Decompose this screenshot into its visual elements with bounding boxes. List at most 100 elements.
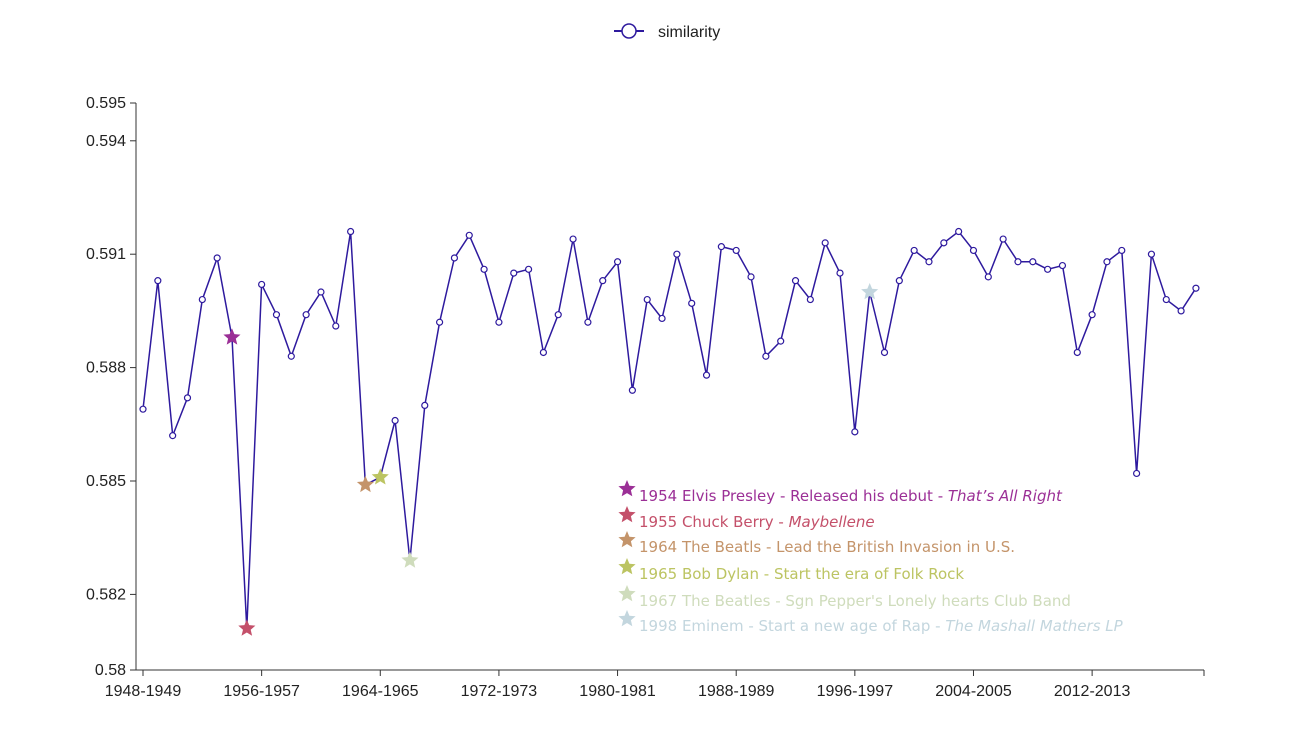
data-point xyxy=(880,348,889,357)
annotation-description: Sgn Pepper's Lonely hearts Club Band xyxy=(785,592,1071,610)
plot-area xyxy=(139,227,1200,636)
annotation-artist: Eminem xyxy=(682,617,744,635)
annotation-year: 1964 xyxy=(639,538,682,556)
data-point xyxy=(1073,348,1081,357)
data-point-star-icon xyxy=(401,551,419,568)
data-point xyxy=(895,277,903,285)
data-point xyxy=(836,269,844,277)
data-point xyxy=(658,314,666,323)
data-point xyxy=(969,246,978,255)
annotation-text: 1964 The Beatls - Lead the British Invas… xyxy=(639,538,1015,556)
annotation-artist: Elvis Presley xyxy=(682,487,775,505)
annotation-description: Start a new age of Rap - xyxy=(759,617,946,635)
data-point xyxy=(1177,307,1185,315)
data-point xyxy=(347,227,355,236)
annotation-list: 1954 Elvis Presley - Released his debut … xyxy=(618,480,1124,635)
data-point xyxy=(1133,469,1141,478)
x-tick-label: 1980-1981 xyxy=(579,683,656,700)
data-point xyxy=(599,277,607,285)
axes: 0.58 0.582 0.585 0.588 0.591 0.594 0.595 1948-1… xyxy=(86,95,1205,700)
data-point-star-icon xyxy=(861,283,879,300)
data-point xyxy=(154,277,162,285)
data-point xyxy=(213,254,221,262)
data-point xyxy=(584,318,592,326)
data-point xyxy=(643,295,651,304)
data-point-star-icon xyxy=(371,468,389,485)
annotation-star-icon xyxy=(618,558,636,575)
annotation-star-icon xyxy=(618,480,636,497)
data-point xyxy=(762,352,770,360)
annotation-separator: - xyxy=(759,565,774,583)
data-point xyxy=(688,299,696,307)
y-tick-label: 0.594 xyxy=(86,133,126,150)
data-point xyxy=(806,295,814,304)
annotation-star-icon xyxy=(618,610,636,627)
data-point xyxy=(554,311,562,319)
data-point xyxy=(777,337,785,345)
data-point xyxy=(391,416,399,425)
data-point xyxy=(1162,295,1170,304)
data-point xyxy=(1192,284,1200,292)
y-tick-label: 0.588 xyxy=(86,360,126,377)
y-tick-label: 0.591 xyxy=(86,246,126,263)
data-point xyxy=(495,318,503,326)
annotation-text: 1955 Chuck Berry - Maybellene xyxy=(639,513,875,531)
data-point xyxy=(851,428,859,436)
annotation-star-icon xyxy=(618,531,636,548)
annotation-star-icon xyxy=(618,506,636,523)
data-point xyxy=(999,235,1007,243)
x-tick-label: 1988-1989 xyxy=(698,683,775,700)
annotation-artist: Chuck Berry xyxy=(682,513,774,531)
data-point xyxy=(1088,311,1096,319)
data-point xyxy=(791,277,800,285)
data-point xyxy=(821,239,829,247)
annotation-text: 1954 Elvis Presley - Released his debut … xyxy=(639,487,1063,505)
data-point xyxy=(421,401,429,409)
annotation-year: 1967 xyxy=(639,592,682,610)
data-point xyxy=(1058,261,1067,270)
data-point xyxy=(480,265,488,273)
annotation-description: Start the era of Folk Rock xyxy=(774,565,964,583)
annotation-separator: - xyxy=(761,538,776,556)
annotation-artist: The Beatles xyxy=(681,592,771,610)
x-tick-label: 1948-1949 xyxy=(105,683,182,700)
y-tick-label: 0.582 xyxy=(86,586,126,603)
annotation-separator: - xyxy=(774,513,789,531)
data-point xyxy=(984,273,992,281)
data-point xyxy=(702,371,711,379)
data-point xyxy=(169,432,177,440)
annotation-separator: - xyxy=(770,592,785,610)
data-point xyxy=(569,235,577,243)
annotation-year: 1998 xyxy=(639,617,682,635)
data-point xyxy=(198,295,206,304)
data-point xyxy=(910,246,918,255)
annotation-separator: - xyxy=(744,617,759,635)
data-point xyxy=(732,246,740,255)
x-tick-label: 1972-1973 xyxy=(461,683,538,700)
annotation-text: 1967 The Beatles - Sgn Pepper's Lonely h… xyxy=(639,592,1071,610)
data-point xyxy=(272,311,281,319)
data-point xyxy=(539,348,548,357)
x-tick-label: 2012-2013 xyxy=(1054,683,1131,700)
annotation-year: 1965 xyxy=(639,565,682,583)
data-point xyxy=(465,231,473,239)
legend[interactable]: similarity xyxy=(614,23,720,41)
data-point xyxy=(450,254,459,262)
x-tick-label: 1956-1957 xyxy=(223,683,300,700)
data-point xyxy=(940,239,948,247)
annotation-year: 1955 xyxy=(639,513,682,531)
data-point xyxy=(258,280,266,289)
data-point xyxy=(955,227,963,236)
data-point-star-icon xyxy=(238,619,256,636)
annotation-star-icon xyxy=(618,585,636,602)
data-point xyxy=(1029,258,1037,266)
y-tick-label: 0.585 xyxy=(86,473,126,490)
data-point xyxy=(1014,258,1022,266)
data-point-star-icon xyxy=(223,328,241,345)
x-tick-label: 1996-1997 xyxy=(817,683,894,700)
annotation-artist: Bob Dylan xyxy=(682,565,759,583)
data-point xyxy=(628,386,636,394)
x-tick-label: 2004-2005 xyxy=(935,683,1012,700)
data-point xyxy=(332,322,340,330)
